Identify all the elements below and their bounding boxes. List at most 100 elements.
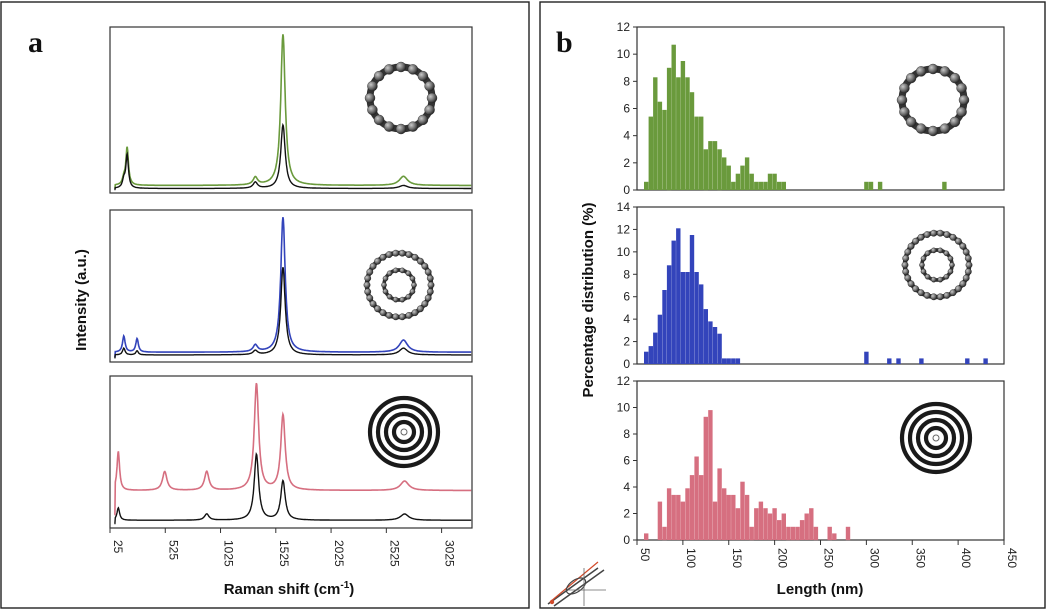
histogram-bar (680, 501, 686, 540)
histogram-bar (653, 332, 658, 364)
histogram-bar (685, 488, 690, 540)
histogram-bar (689, 92, 695, 190)
panel-b-ytick-label: 10 (617, 47, 631, 61)
histogram-bar (845, 526, 851, 541)
histogram-bar (644, 533, 649, 540)
histogram-bar (799, 520, 805, 540)
histogram-bar (708, 410, 713, 540)
histogram-bar (731, 494, 736, 540)
panel-b-border (539, 1, 1046, 609)
panel-b-xtick-label: 250 (822, 548, 836, 568)
panel-b-subplot-frame (636, 206, 1005, 365)
panel-b-xtick-label: 400 (959, 548, 973, 568)
histogram-bar (712, 501, 718, 540)
panel-b-ytick-label: 12 (617, 374, 631, 388)
panel-a-border (0, 1, 530, 609)
panel-a: a Intensity (a.u.) 25 525 1025 1525 2025 2525… (28, 26, 473, 598)
histogram-bar (763, 181, 768, 190)
histogram-bar (744, 494, 750, 540)
histogram-bar (754, 181, 759, 190)
histogram-bar (662, 109, 667, 190)
histogram-bar (694, 116, 699, 190)
panel-a-xtick-label: 1025 (222, 540, 236, 567)
histogram-bar (680, 61, 686, 190)
panel-b-ytick-label: 4 (623, 312, 630, 326)
histogram-bar (749, 526, 754, 541)
panel-b-xtick-label: 350 (913, 548, 927, 568)
panel-b-ytick-label: 4 (623, 480, 630, 494)
panel-b-ytick-label: 6 (623, 102, 630, 116)
panel-b-ytick-label: 2 (623, 156, 630, 170)
histogram-bar (689, 235, 695, 364)
panel-b-ytick-label: 2 (623, 507, 630, 521)
spectrum-line-reference (114, 451, 472, 525)
histogram-bar (671, 240, 676, 364)
panel-b-ytick-label: 2 (623, 335, 630, 349)
histogram-bar (699, 116, 704, 190)
spectrum-line-colored (114, 34, 472, 190)
panel-b-ytick-label: 8 (623, 74, 630, 88)
panel-a-xlabel: Raman shift (cm-1) (224, 580, 355, 598)
histogram-bar (887, 358, 892, 364)
histogram-bar (666, 488, 672, 540)
spectrum-line-reference (114, 266, 472, 359)
histogram-bar (758, 181, 764, 190)
histogram-bar (813, 526, 819, 541)
histogram-bar (666, 67, 672, 191)
panel-b-letter: b (556, 26, 573, 59)
histogram-bar (763, 508, 768, 540)
histogram-bar (648, 116, 653, 190)
panel-b-ytick-label: 10 (617, 401, 631, 415)
histogram-bar (735, 508, 741, 540)
histogram-bar (726, 165, 731, 190)
panel-a-ylabel: Intensity (a.u.) (73, 249, 90, 351)
histogram-bar (717, 149, 722, 191)
panel-a-subplot-frame (109, 209, 473, 363)
histogram-bar (744, 157, 750, 190)
histogram-bar (703, 309, 708, 364)
histogram-bar (781, 513, 786, 540)
histogram-bar (772, 508, 777, 540)
panel-b-ytick-label: 10 (617, 245, 631, 259)
histogram-bar (703, 149, 708, 191)
histogram-bar (699, 475, 704, 540)
histogram-bar (708, 321, 713, 364)
panel-b-ylabel: Percentage distribution (%) (580, 202, 597, 397)
panel-b-ytick-label: 12 (617, 20, 631, 34)
panel-a-xtick-label: 3025 (443, 540, 457, 567)
histogram-bar (685, 272, 690, 364)
histogram-bar (896, 358, 901, 364)
histogram-bar (712, 327, 718, 364)
histogram-bar (712, 141, 718, 190)
histogram-bar (648, 346, 653, 364)
histogram-bar (717, 468, 722, 540)
histogram-bar (703, 416, 708, 540)
double-wall-nanotube-icon (363, 249, 435, 321)
histogram-bar (877, 181, 883, 190)
panel-b-ytick-label: 8 (623, 427, 630, 441)
spectrum-line-colored (114, 382, 472, 516)
panel-b-ytick-label: 6 (623, 290, 630, 304)
histogram-bar (754, 508, 759, 540)
histogram-bar (735, 358, 741, 364)
histogram-bar (657, 101, 663, 190)
panel-b-xtick-label: 200 (776, 548, 790, 568)
histogram-bar (767, 513, 773, 540)
histogram-bar (657, 501, 663, 540)
histogram-bar (827, 526, 832, 541)
single-wall-nanotube-icon (364, 61, 438, 135)
panel-b-xtick-label: 50 (638, 548, 652, 562)
panel-b-ytick-label: 6 (623, 454, 630, 468)
histogram-bar (671, 44, 676, 191)
histogram-bar (657, 314, 663, 364)
panel-b-ytick-label: 14 (617, 200, 631, 214)
histogram-bar (644, 351, 649, 364)
panel-b-ytick-label: 8 (623, 267, 630, 281)
histogram-bar (781, 181, 786, 190)
histogram-bar (676, 77, 681, 190)
panel-a-subplot-frame (109, 26, 473, 194)
panel-a-subplot-frame (109, 375, 473, 529)
histogram-bar (708, 141, 713, 190)
histogram-bar (983, 358, 988, 364)
